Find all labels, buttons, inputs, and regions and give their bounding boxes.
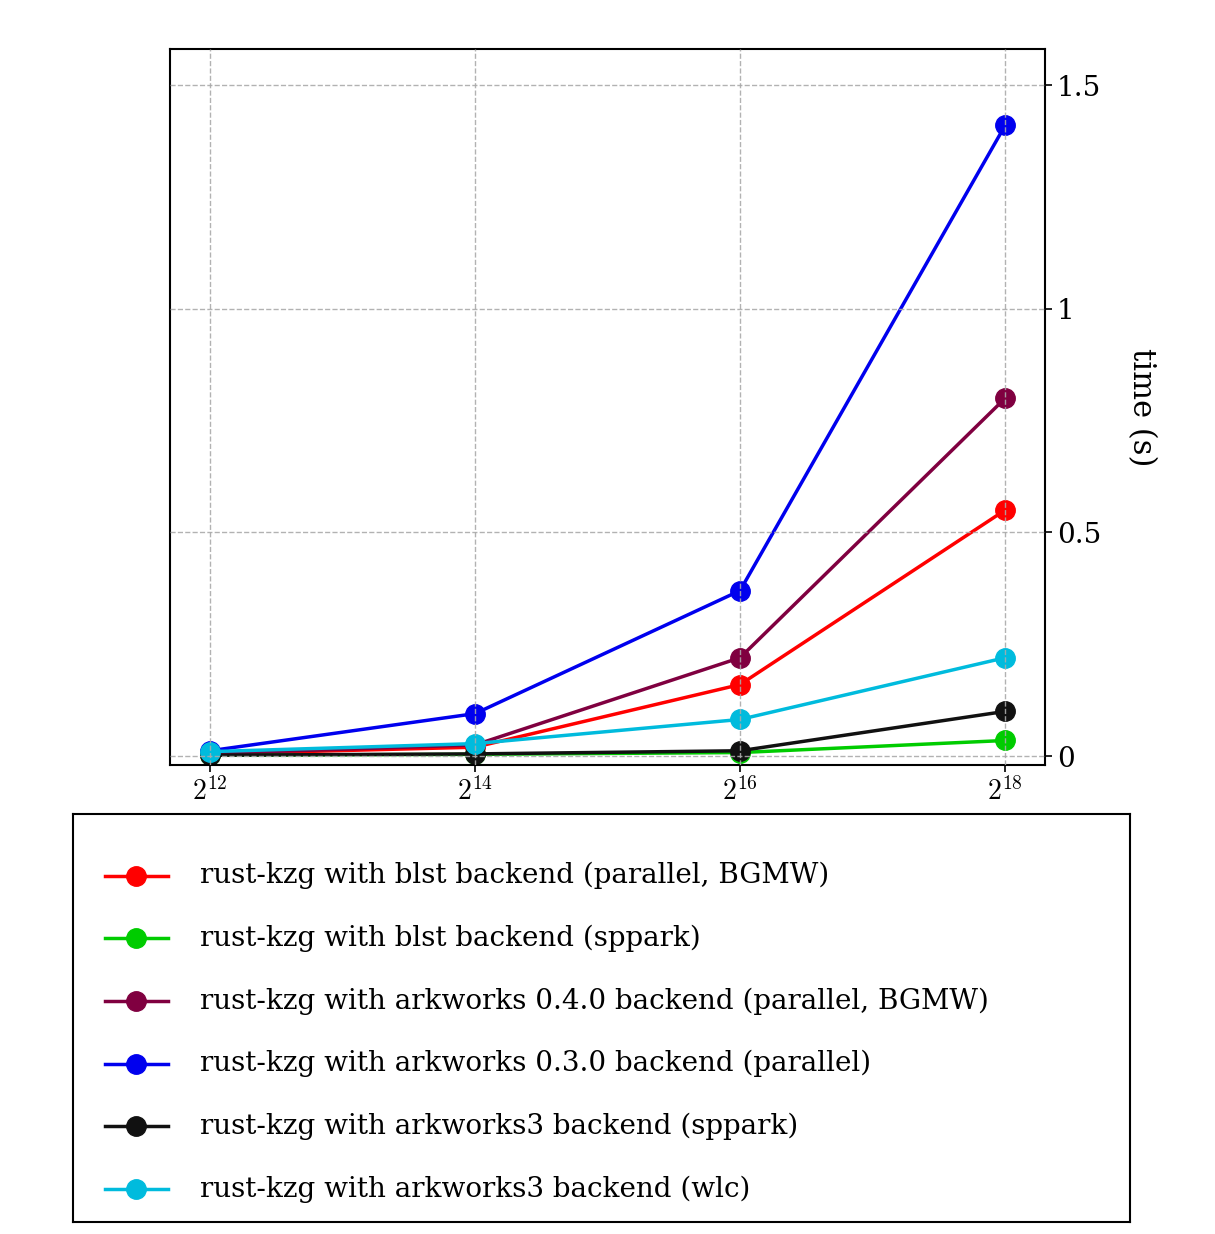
rust-kzg with arkworks 0.3.0 backend (parallel) <box>203 743 217 758</box>
Text: rust-kzg with blst backend (sppark): rust-kzg with blst backend (sppark) <box>199 924 701 951</box>
rust-kzg with arkworks3 backend (sppark) <box>468 747 482 761</box>
Line: rust-kzg with arkworks 0.3.0 backend (parallel): rust-kzg with arkworks 0.3.0 backend (pa… <box>200 116 1015 760</box>
Y-axis label: time (s): time (s) <box>1126 348 1157 466</box>
rust-kzg with blst backend (parallel, BGMW) <box>998 502 1012 517</box>
Text: rust-kzg with blst backend (parallel, BGMW): rust-kzg with blst backend (parallel, BG… <box>199 861 829 890</box>
Text: rust-kzg with arkworks3 backend (sppark): rust-kzg with arkworks3 backend (sppark) <box>199 1113 798 1140</box>
rust-kzg with blst backend (parallel, BGMW) <box>203 747 217 761</box>
rust-kzg with blst backend (sppark) <box>203 748 217 763</box>
rust-kzg with arkworks3 backend (wlc) <box>203 744 217 759</box>
Line: rust-kzg with blst backend (sppark): rust-kzg with blst backend (sppark) <box>200 731 1015 765</box>
rust-kzg with arkworks 0.3.0 backend (parallel) <box>733 584 747 598</box>
rust-kzg with arkworks3 backend (wlc) <box>733 712 747 727</box>
rust-kzg with blst backend (parallel, BGMW) <box>468 739 482 754</box>
rust-kzg with arkworks3 backend (wlc) <box>468 737 482 752</box>
Text: rust-kzg with arkworks 0.4.0 backend (parallel, BGMW): rust-kzg with arkworks 0.4.0 backend (pa… <box>199 987 989 1014</box>
Text: rust-kzg with arkworks3 backend (wlc): rust-kzg with arkworks3 backend (wlc) <box>199 1176 750 1203</box>
rust-kzg with arkworks 0.4.0 backend (parallel, BGMW) <box>203 747 217 761</box>
rust-kzg with arkworks 0.3.0 backend (parallel) <box>468 706 482 721</box>
Line: rust-kzg with arkworks 0.4.0 backend (parallel, BGMW): rust-kzg with arkworks 0.4.0 backend (pa… <box>200 389 1015 763</box>
rust-kzg with arkworks3 backend (wlc) <box>998 650 1012 665</box>
rust-kzg with blst backend (sppark) <box>733 745 747 760</box>
rust-kzg with blst backend (sppark) <box>468 747 482 761</box>
rust-kzg with arkworks 0.4.0 backend (parallel, BGMW) <box>468 738 482 753</box>
Text: rust-kzg with arkworks 0.3.0 backend (parallel): rust-kzg with arkworks 0.3.0 backend (pa… <box>199 1050 871 1077</box>
rust-kzg with arkworks 0.4.0 backend (parallel, BGMW) <box>998 391 1012 406</box>
rust-kzg with blst backend (parallel, BGMW) <box>733 677 747 692</box>
rust-kzg with arkworks3 backend (sppark) <box>733 743 747 758</box>
rust-kzg with arkworks 0.4.0 backend (parallel, BGMW) <box>733 650 747 665</box>
rust-kzg with arkworks3 backend (sppark) <box>998 703 1012 718</box>
Line: rust-kzg with blst backend (parallel, BGMW): rust-kzg with blst backend (parallel, BG… <box>200 500 1015 764</box>
rust-kzg with arkworks 0.3.0 backend (parallel) <box>998 118 1012 133</box>
rust-kzg with arkworks3 backend (sppark) <box>203 748 217 763</box>
Line: rust-kzg with arkworks3 backend (wlc): rust-kzg with arkworks3 backend (wlc) <box>200 648 1015 761</box>
Line: rust-kzg with arkworks3 backend (sppark): rust-kzg with arkworks3 backend (sppark) <box>200 702 1015 765</box>
X-axis label: MSM size: MSM size <box>531 826 684 856</box>
rust-kzg with blst backend (sppark) <box>998 733 1012 748</box>
